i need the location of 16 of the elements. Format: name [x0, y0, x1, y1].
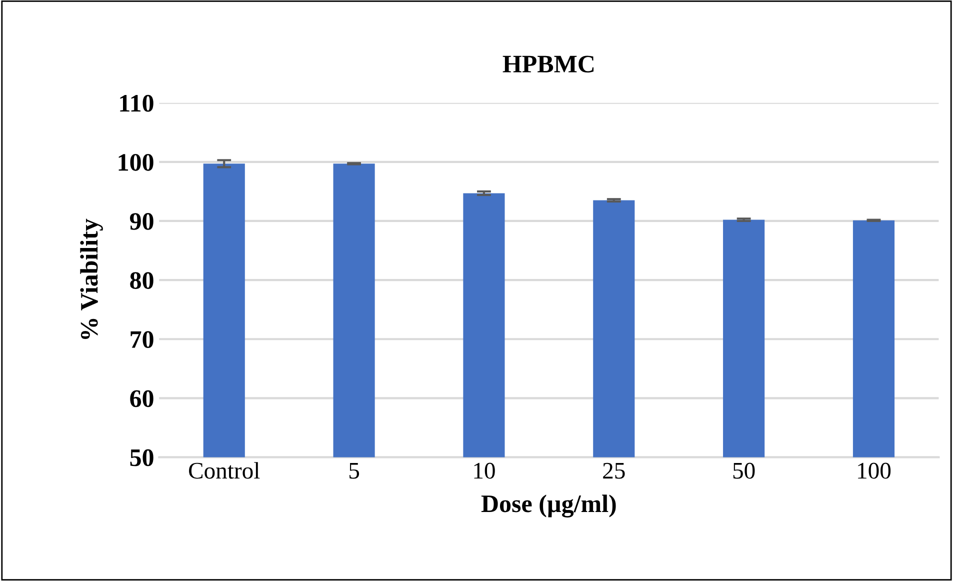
x-tick-label: 10	[474, 462, 495, 479]
y-tick-label: 50	[130, 449, 154, 466]
y-tick-label: 80	[130, 272, 154, 289]
y-tick-label: 100	[118, 154, 154, 171]
x-tick-label: 50	[733, 462, 755, 479]
chart-title: HPBMC	[502, 56, 594, 73]
x-tick-label: 5	[350, 463, 360, 479]
y-tick-label: 90	[130, 213, 154, 230]
x-tick-label: 100	[858, 462, 891, 479]
y-tick-label: 60	[130, 390, 154, 408]
y-tick-label: 110	[120, 94, 154, 112]
y-tick-label: 70	[130, 331, 154, 348]
x-axis-title: Dose (µg/ml)	[481, 494, 616, 518]
x-tick-label: Control	[189, 462, 260, 479]
x-tick-label: 25	[603, 462, 625, 479]
y-axis-title: % Viability	[80, 218, 103, 339]
